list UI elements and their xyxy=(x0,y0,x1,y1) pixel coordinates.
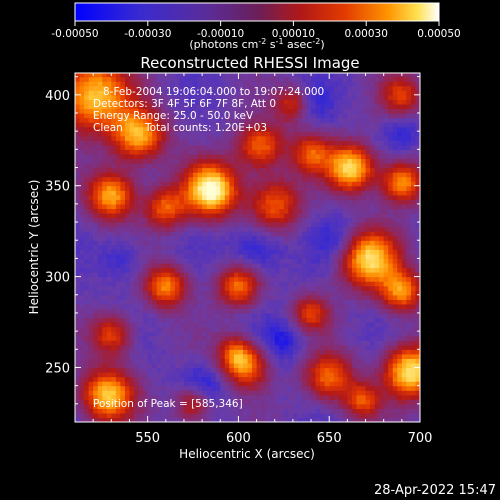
x-axis-label: Heliocentric X (arcsec) xyxy=(179,447,315,461)
colorbar-tick-label: -0.00030 xyxy=(124,28,171,40)
plot-frame xyxy=(74,72,421,423)
peak-position: Position of Peak = [585,346] xyxy=(93,398,243,410)
timestamp: 28-Apr-2022 15:47 xyxy=(374,483,496,498)
colorbar-gradient xyxy=(74,2,440,22)
colorbar-tick-label: -0.00050 xyxy=(51,28,98,40)
time-range: 8-Feb-2004 19:06:04.000 to 19:07:24.000 xyxy=(103,86,324,98)
y-tick-label: 250 xyxy=(45,361,70,376)
colorbar-tick-label: 0.00010 xyxy=(272,28,315,40)
colorbar-tick-label: 0.00050 xyxy=(417,28,460,40)
x-tick-label: 700 xyxy=(408,431,433,446)
colorbar: -0.00050 -0.00030 -0.00010 0.00010 0.00030 0.… xyxy=(51,2,461,52)
chart-title: Reconstructed RHESSI Image xyxy=(140,54,359,72)
colorbar-ticks: -0.00050 -0.00030 -0.00010 0.00010 0.00030 0.… xyxy=(51,21,461,40)
y-tick-label: 350 xyxy=(45,180,70,195)
colorbar-units: (photons cm-2 s-1 asec-2) xyxy=(189,37,324,52)
x-tick-label: 650 xyxy=(317,431,342,446)
annotations: 8-Feb-2004 19:06:04.000 to 19:07:24.000 … xyxy=(93,86,324,410)
y-axis-label: Heliocentric Y (arcsec) xyxy=(27,180,41,315)
y-tick-label: 400 xyxy=(45,89,70,104)
x-tick-label: 550 xyxy=(135,431,160,446)
y-tick-label: 300 xyxy=(45,271,70,286)
x-tick-label: 600 xyxy=(226,431,251,446)
energy-range: Energy Range: 25.0 - 50.0 keV xyxy=(93,110,254,122)
heatmap-image xyxy=(75,73,420,422)
clean-method: Clean xyxy=(93,122,123,134)
detectors: Detectors: 3F 4F 5F 6F 7F 8F, Att 0 xyxy=(93,98,276,110)
colorbar-tick-label: -0.00010 xyxy=(197,28,244,40)
colorbar-tick-label: 0.00030 xyxy=(344,28,387,40)
axis-ticks: 550 600 650 700 250 300 350 400 xyxy=(45,73,432,446)
total-counts: Total counts: 1.20E+03 xyxy=(144,122,267,134)
